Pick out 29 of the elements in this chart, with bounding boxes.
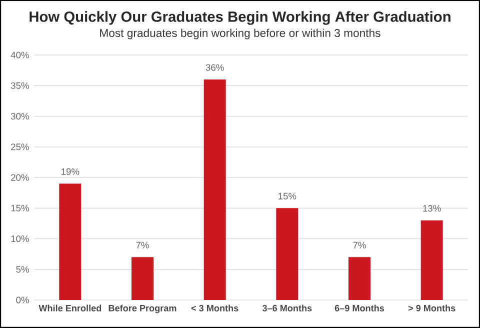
data-label: 7%: [136, 242, 149, 248]
data-label: 36%: [206, 64, 224, 71]
y-tick-label: 25%: [11, 144, 29, 150]
y-tick-label: 0%: [16, 296, 29, 304]
y-tick-label: 5%: [16, 266, 29, 273]
x-tick-label: Before Program: [108, 304, 176, 314]
bar: [276, 208, 298, 300]
y-tick-label: 40%: [10, 52, 29, 58]
x-tick-label: 3–6 Months: [262, 304, 312, 312]
bar: [204, 79, 226, 300]
chart-title: How Quickly Our Graduates Begin Working After Graduation: [30, 11, 450, 25]
bar: [59, 184, 82, 300]
x-tick-label: While Enrolled: [38, 304, 102, 312]
bar: [420, 220, 443, 300]
y-tick-label: 15%: [11, 204, 29, 212]
x-tick-label: > 9 Months: [408, 304, 456, 312]
data-label: 13%: [423, 205, 441, 212]
x-tick-label: 6–9 Months: [334, 304, 384, 312]
data-label: 15%: [278, 192, 296, 200]
data-label: 19%: [62, 168, 80, 175]
y-tick-label: 10%: [11, 235, 29, 242]
y-tick-label: 30%: [10, 112, 29, 120]
bar: [348, 257, 370, 300]
data-label: 7%: [353, 242, 366, 248]
y-tick-label: 35%: [10, 82, 29, 89]
bar: [132, 257, 154, 300]
x-tick-label: < 3 Months: [191, 304, 238, 312]
y-tick-label: 20%: [11, 174, 29, 181]
chart-subtitle: Most graduates begin working before or within 3 months: [100, 28, 380, 40]
